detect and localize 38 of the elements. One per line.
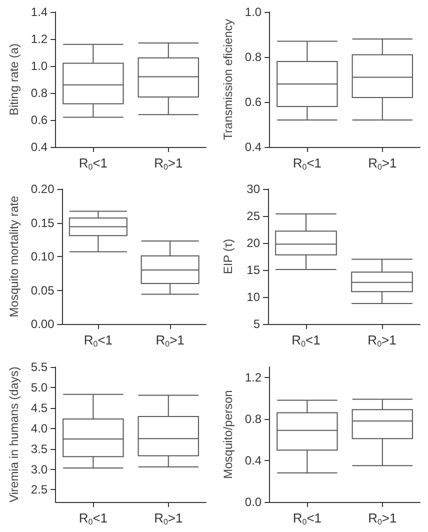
y-tick-label: 4.0 [30,421,48,436]
y-tick-label: 0.8 [244,50,262,64]
y-tick-label: 1.0 [30,59,48,73]
y-axis-title: Mosquito mortality rate [7,196,21,318]
y-tick-label: 5.0 [30,380,48,394]
y-tick-label: 1.2 [30,32,48,46]
y-tick-label: 0.4 [30,140,48,154]
y-tick-label: 2.5 [30,482,48,496]
y-tick-label: 0.6 [30,113,48,127]
y-tick-label: 1.0 [244,5,262,19]
y-tick-label: 3.0 [30,462,48,476]
y-axis-title: Viremia in humans (days) [7,366,21,502]
y-tick-label: 0.6 [244,95,262,109]
y-tick-label: 1.4 [30,5,48,19]
y-tick-label: 0.10 [30,250,55,264]
y-tick-label: 0.05 [30,284,55,298]
y-tick-label: 3.5 [30,441,48,456]
y-tick-label: 20 [246,236,260,250]
y-tick-label: 0.8 [30,86,48,100]
y-axis-title: EIP (τ) [221,239,235,274]
y-axis-title: Biting rate (a) [7,43,21,116]
y-axis-title: Transmission eficiency [221,19,235,140]
y-tick-label: 0.00 [30,317,55,332]
y-tick-label: 15 [246,263,260,278]
y-tick-label: 5 [253,317,260,332]
y-tick-label: 0.4 [244,453,262,468]
y-tick-label: 0.0 [244,494,262,509]
y-tick-label: 1.2 [244,370,262,384]
y-tick-label: 0.20 [30,182,55,196]
y-tick-label: 30 [246,182,260,196]
y-axis-title: Mosquito/person [221,390,235,479]
y-tick-label: 25 [246,209,260,224]
y-tick-label: 0.4 [244,140,262,154]
y-tick-label: 4.5 [30,400,48,415]
y-tick-label: 0.15 [30,216,55,230]
y-tick-label: 10 [246,290,260,304]
y-tick-label: 0.8 [244,412,262,426]
y-tick-label: 5.5 [30,360,48,374]
